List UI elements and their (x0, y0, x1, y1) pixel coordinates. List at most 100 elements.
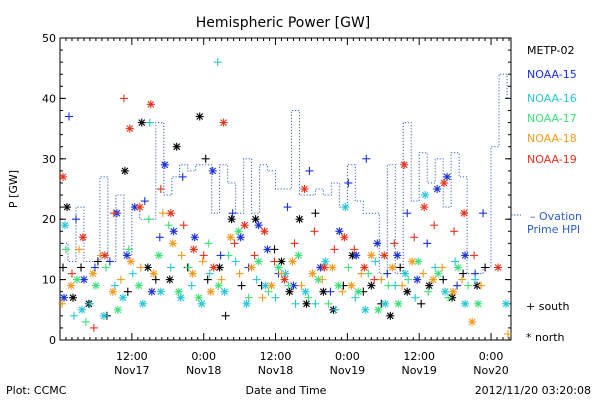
point-metp-02-north (137, 118, 146, 127)
point-noaa-19-north (300, 185, 309, 193)
point-noaa-18-north (126, 257, 135, 266)
point-noaa-18-north (367, 251, 376, 260)
point-noaa-16-south (431, 263, 440, 272)
chart-title: Hemispheric Power [GW] (196, 15, 371, 31)
point-noaa-16-south (110, 281, 119, 290)
point-noaa-17-north (214, 281, 223, 290)
point-noaa-17-north (254, 257, 263, 266)
point-noaa-17-south (304, 293, 313, 302)
point-noaa-18-south (338, 287, 347, 296)
y-tick-label: 20 (42, 213, 56, 226)
point-noaa-16-south (128, 269, 137, 278)
point-noaa-15-north (190, 233, 199, 242)
point-noaa-19-south (156, 185, 165, 193)
point-noaa-17-south (364, 269, 373, 278)
point-noaa-16-north (461, 299, 470, 308)
point-metp-02-south (93, 257, 102, 266)
point-noaa-19-south (199, 251, 208, 260)
point-noaa-17-south (204, 239, 213, 248)
legend-south: + south (526, 300, 569, 313)
point-noaa-17-south (284, 281, 293, 290)
point-metp-02-north (172, 142, 181, 151)
point-noaa-18-north (288, 257, 297, 266)
legend-north: * north (526, 331, 565, 344)
point-metp-02-south (481, 263, 490, 272)
point-noaa-18-south (258, 293, 267, 302)
series-noaa-17 (62, 215, 483, 326)
point-noaa-18-south (277, 269, 286, 278)
point-metp-02-north (69, 293, 77, 302)
point-noaa-18-north (108, 287, 117, 296)
point-noaa-16-north (78, 305, 86, 314)
point-noaa-18-south (504, 330, 512, 338)
series-layer (58, 58, 512, 338)
point-noaa-19-north (146, 100, 155, 109)
x-tick-label-time: 12:00 (260, 350, 292, 363)
point-noaa-16-north (176, 293, 185, 302)
point-noaa-18-north (226, 233, 235, 242)
y-tick-label: 40 (42, 92, 56, 105)
point-noaa-18-south (158, 209, 167, 218)
point-noaa-19-north (494, 263, 502, 272)
legend-item-noaa18: NOAA-18 (527, 132, 577, 145)
point-noaa-19-south (310, 227, 319, 236)
point-noaa-17-north (414, 257, 423, 266)
point-noaa-16-south (145, 118, 154, 127)
point-noaa-17-south (264, 287, 273, 296)
point-metp-02-south (396, 263, 405, 272)
point-metp-02-north (285, 287, 294, 296)
point-noaa-17-north (454, 263, 463, 272)
timestamp: 2012/11/20 03:20:08 (475, 384, 591, 397)
point-metp-02-south (417, 299, 426, 308)
point-noaa-19-south (450, 227, 459, 236)
point-noaa-15-north (169, 227, 178, 236)
point-noaa-15-north (289, 281, 298, 290)
point-noaa-17-south (444, 293, 453, 302)
point-noaa-16-north (197, 299, 206, 308)
point-noaa-17-north (194, 293, 203, 302)
point-noaa-18-north (468, 317, 477, 326)
point-noaa-16-south (70, 311, 78, 320)
point-noaa-17-north (154, 251, 163, 260)
x-tick-label-date: Nov19 (330, 364, 365, 377)
y-tick-label: 30 (42, 153, 56, 166)
point-noaa-16-north (381, 299, 390, 308)
point-noaa-16-north (242, 299, 251, 308)
point-noaa-19-north (340, 233, 349, 242)
point-noaa-17-south (62, 245, 70, 254)
point-noaa-18-south (136, 263, 145, 272)
point-noaa-16-south (291, 299, 300, 308)
point-noaa-19-north (100, 251, 109, 260)
point-metp-02-south (123, 287, 132, 296)
point-noaa-16-north (502, 299, 510, 308)
point-metp-02-north (425, 281, 434, 290)
point-noaa-19-south (350, 245, 359, 254)
point-noaa-15-south (72, 215, 80, 224)
point-metp-02-south (203, 275, 212, 284)
point-noaa-17-north (294, 251, 303, 260)
x-tick-label-date: Nov19 (401, 364, 436, 377)
point-noaa-17-south (424, 287, 433, 296)
point-noaa-18-north (328, 263, 337, 272)
point-noaa-19-north (125, 124, 134, 133)
point-noaa-17-north (113, 305, 122, 314)
point-metp-02-north (195, 112, 204, 121)
point-noaa-19-north (78, 233, 87, 242)
point-metp-02-south (311, 209, 320, 218)
point-noaa-19-north (400, 160, 409, 169)
point-noaa-19-north (440, 179, 449, 187)
point-noaa-15-north (60, 293, 68, 302)
point-noaa-16-north (301, 287, 310, 296)
point-noaa-15-north (236, 233, 245, 242)
point-noaa-17-south (81, 317, 90, 326)
point-metp-02-north (319, 287, 328, 296)
point-noaa-19-south (230, 239, 239, 248)
point-noaa-17-north (374, 305, 383, 314)
point-noaa-18-north (206, 287, 215, 296)
point-noaa-15-north (443, 172, 452, 181)
point-noaa-16-north (118, 293, 127, 302)
point-noaa-15-south (90, 263, 99, 272)
point-noaa-18-north (347, 281, 356, 290)
point-noaa-18-south (318, 275, 327, 284)
point-noaa-17-north (174, 287, 183, 296)
